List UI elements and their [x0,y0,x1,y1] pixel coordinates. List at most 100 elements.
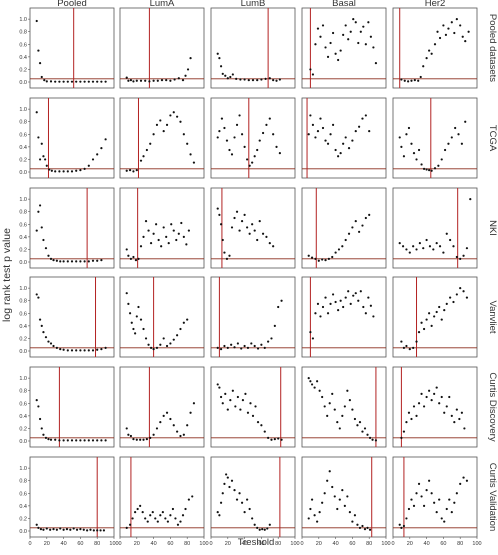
data-point [444,33,448,36]
data-point [35,229,38,232]
data-point [152,348,155,351]
data-point [221,72,224,75]
data-point [328,470,331,473]
panel-curtis-discovery-basal [301,366,387,448]
data-point [307,377,310,380]
data-point [104,439,107,442]
data-point [354,220,357,223]
data-point [356,424,359,427]
data-point [235,123,239,126]
panel-tcga-pooled: 0.0 0.2 0.4 0.6 0.8 1.0 [19,97,115,179]
x-tick-label: 100 [109,541,118,547]
data-point [459,287,462,290]
data-point [142,235,145,238]
data-point [165,123,169,126]
data-point [465,479,469,482]
data-point [347,38,350,41]
data-point [186,142,189,145]
data-point [450,136,453,139]
data-point [412,346,415,349]
data-point [422,65,425,68]
y-tick-label: 1.0 [19,107,27,113]
x-tick-label: 40 [242,541,248,547]
data-point [467,30,470,33]
data-point [149,242,153,245]
data-point [351,408,354,411]
data-point [62,170,65,173]
data-point [412,245,415,248]
data-point [44,158,47,161]
data-point [357,41,360,45]
data-point [362,25,365,28]
y-tick-label: 0.8 [19,389,27,395]
data-point [79,439,82,442]
data-point [134,511,137,514]
data-point [428,389,431,392]
data-point [42,528,45,531]
data-point [344,296,347,299]
data-point [319,35,322,38]
data-point [54,438,57,441]
data-point [256,421,260,424]
data-point [169,514,172,517]
panel-curtis-validation-her2: 0 20 40 60 80 100 [391,456,482,547]
data-point [265,123,268,126]
data-point [337,248,341,251]
data-point [438,498,441,501]
data-point [316,27,320,30]
data-point [415,248,418,251]
data-point [70,260,74,263]
x-tick-label: 80 [457,541,463,547]
y-tick-label: 1.0 [19,197,27,203]
data-point [358,421,362,424]
data-point [186,318,189,321]
data-point [91,439,95,442]
data-point [144,79,147,82]
data-point [66,349,69,352]
data-point [450,414,453,417]
column-title-lumb: LumB [241,0,266,9]
data-point [410,142,413,145]
data-point [165,79,168,82]
data-point [226,476,229,479]
data-point [132,327,135,331]
panel-nki-luma [119,187,205,269]
data-point [70,439,74,442]
data-point [251,223,254,226]
data-point [358,125,361,128]
data-point [400,436,403,439]
data-point [443,148,447,152]
data-point [275,145,278,148]
data-point [240,220,244,223]
data-point [145,148,148,152]
data-point [307,517,310,520]
panel-nki-her2 [392,187,478,269]
data-point [38,417,42,421]
data-point [240,133,244,136]
data-point [42,433,45,436]
y-tick-label: 0.6 [19,42,27,48]
data-point [358,526,362,529]
data-point [47,438,50,441]
panel-vanvliet-lumb [210,276,296,358]
data-point [402,155,406,158]
data-point [331,255,334,259]
data-point [49,80,53,83]
x-tick-label: 20 [44,541,50,547]
column-title-luma: LumA [150,0,175,9]
data-point [430,492,433,495]
data-point [176,115,179,118]
data-point [224,392,227,395]
data-point [428,312,431,315]
data-point [240,501,244,504]
data-point [364,312,367,315]
x-axis-label: Treshold [238,537,275,548]
data-point [83,80,86,83]
data-point [342,33,345,36]
data-point [175,238,178,242]
data-point [462,254,465,257]
data-point [410,498,413,501]
data-point [407,126,411,130]
data-point [440,318,443,321]
data-point [91,349,95,352]
